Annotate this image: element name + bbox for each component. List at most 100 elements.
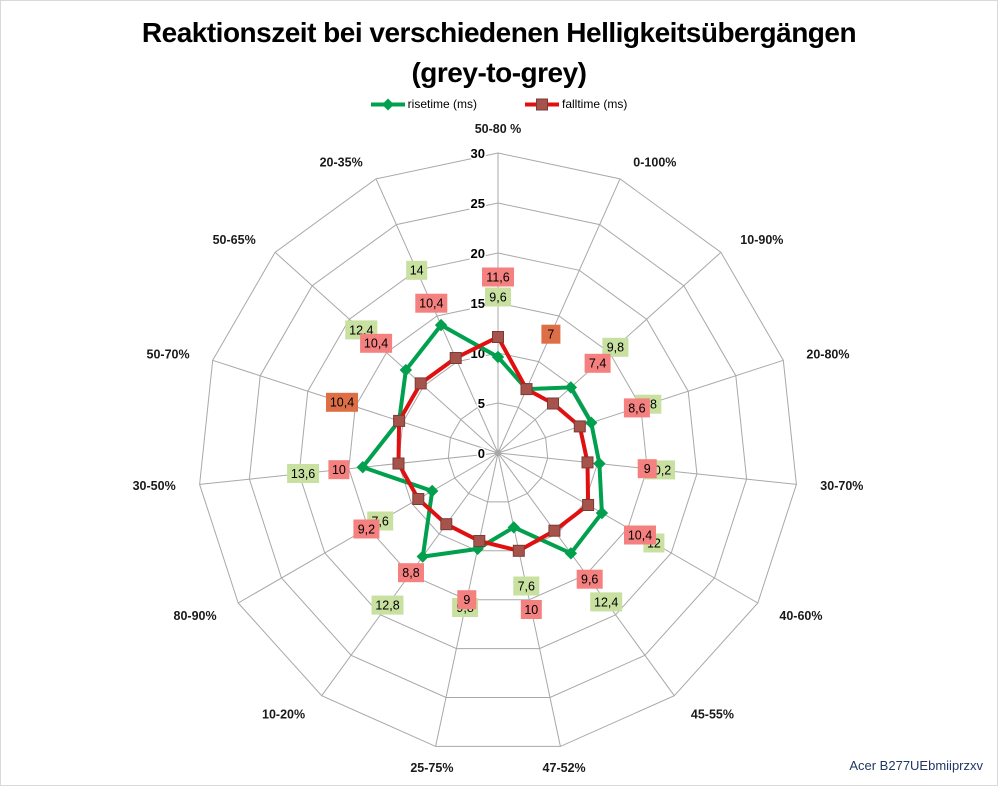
falltime-point [573, 420, 586, 433]
risetime-data-label: 9,8 [602, 337, 629, 357]
falltime-data-label: 8,6 [623, 398, 650, 418]
risetime-line [359, 322, 604, 559]
risetime-point [593, 457, 606, 470]
grid-ring [298, 252, 698, 650]
category-label: 25-75% [410, 761, 453, 775]
risetime-point [507, 521, 521, 534]
falltime-data-label: 8,8 [398, 563, 424, 583]
risetime-point [416, 550, 429, 563]
grid-ring [199, 152, 797, 747]
svg-text:7,6: 7,6 [518, 579, 535, 593]
grid-ring [348, 302, 648, 601]
category-labels: 50-80 % 0-100% 10-90% 20-80% 30-70% 40-60% 45-… [133, 122, 864, 775]
svg-text:10,4: 10,4 [628, 528, 652, 542]
category-label: 10-90% [740, 233, 783, 247]
svg-text:9: 9 [463, 593, 470, 607]
radar-center-dot [494, 449, 502, 457]
svg-text:10,4: 10,4 [364, 337, 388, 351]
risetime-point [399, 363, 413, 377]
falltime-point [492, 331, 504, 343]
falltime-data-label: 10,4 [624, 525, 656, 545]
falltime-data-label: 11,6 [482, 267, 514, 287]
radial-tick-label: 0 [478, 446, 485, 461]
category-label: 80-90% [174, 609, 217, 623]
grid-ring [248, 202, 748, 698]
risetime-data-label: 7,6 [513, 576, 540, 596]
category-label: 30-50% [133, 479, 176, 493]
svg-text:9,6: 9,6 [581, 573, 598, 587]
risetime-data-label: 14 [406, 260, 428, 280]
risetime-data-label: 12,8 [371, 595, 404, 615]
falltime-line-square-icon [524, 98, 559, 110]
svg-text:9,2: 9,2 [358, 522, 375, 536]
svg-text:13,6: 13,6 [291, 467, 315, 481]
monitor-model-label: Acer B277UEbmiiprzxv [849, 758, 983, 773]
chart-title: Reaktionszeit bei verschiedenen Helligke… [1, 13, 997, 93]
radial-tick-label: 25 [471, 196, 485, 211]
category-label: 47-52% [543, 761, 586, 775]
falltime-point [414, 377, 427, 390]
risetime-data-label: 12,4 [590, 592, 623, 612]
category-label: 50-65% [213, 233, 256, 247]
svg-text:10: 10 [524, 603, 538, 617]
category-label: 20-80% [806, 348, 849, 362]
svg-text:9,6: 9,6 [489, 290, 506, 304]
svg-text:14: 14 [410, 264, 424, 278]
svg-text:8,6: 8,6 [628, 401, 645, 415]
radial-tick-label: 20 [471, 246, 485, 261]
svg-text:12,4: 12,4 [594, 595, 618, 609]
legend-label-risetime: risetime (ms) [407, 97, 477, 111]
svg-text:12,8: 12,8 [375, 599, 399, 613]
falltime-point [440, 518, 453, 531]
risetime-point [595, 506, 609, 520]
risetime-point [585, 416, 598, 429]
falltime-data-label: 10 [328, 460, 350, 480]
radial-tick-label: 5 [478, 396, 485, 411]
falltime-data-label: 10,4 [360, 333, 393, 353]
svg-text:11,6: 11,6 [486, 270, 509, 284]
category-label: 0-100% [633, 156, 676, 170]
falltime-data-label: 9,2 [353, 519, 380, 539]
risetime-point [564, 547, 578, 560]
falltime-point [512, 544, 525, 557]
radial-tick-label: 30 [471, 146, 485, 161]
risetime-point [564, 381, 578, 394]
falltime-point [520, 383, 533, 396]
category-label: 30-70% [820, 479, 863, 493]
grid-spoke [497, 178, 621, 454]
falltime-point [473, 535, 486, 547]
grid-ring [447, 402, 549, 503]
falltime-point [392, 457, 405, 470]
falltime-point [412, 493, 425, 505]
risetime-line-diamond-icon [370, 98, 405, 110]
overlap-data-label: 7 [541, 324, 561, 344]
falltime-line [396, 334, 591, 553]
falltime-data-label: 10,4 [415, 293, 448, 313]
risetime-point [356, 461, 369, 474]
chart-title-line1: Reaktionszeit bei verschiedenen Helligke… [141, 17, 857, 48]
risetime-point [434, 318, 448, 332]
category-label: 50-70% [147, 348, 190, 362]
falltime-data-label: 7,4 [584, 353, 611, 373]
risetime-data-label: 13,6 [287, 464, 320, 483]
falltime-data-label: 10 [520, 600, 542, 619]
grid-spoke [375, 178, 499, 454]
legend-item-falltime: falltime (ms) [524, 97, 627, 111]
falltime-data-label: 9 [637, 459, 657, 479]
series-falltime [392, 331, 595, 557]
radial-tick-label: 15 [471, 296, 485, 311]
svg-text:10: 10 [332, 463, 346, 477]
svg-text:7,4: 7,4 [589, 357, 606, 371]
chart-title-line2: (grey-to-grey) [411, 57, 587, 88]
category-label: 50-80 % [475, 122, 522, 136]
overlap-data-label: 10,4 [326, 392, 358, 412]
falltime-data-label: 9,6 [576, 569, 603, 589]
grid-spoke [497, 452, 561, 747]
falltime-point [582, 499, 595, 511]
category-label: 10-20% [262, 707, 305, 721]
data-labels: 9,69,89,810,21212,47,69,812,87,613,612,4… [287, 260, 676, 619]
